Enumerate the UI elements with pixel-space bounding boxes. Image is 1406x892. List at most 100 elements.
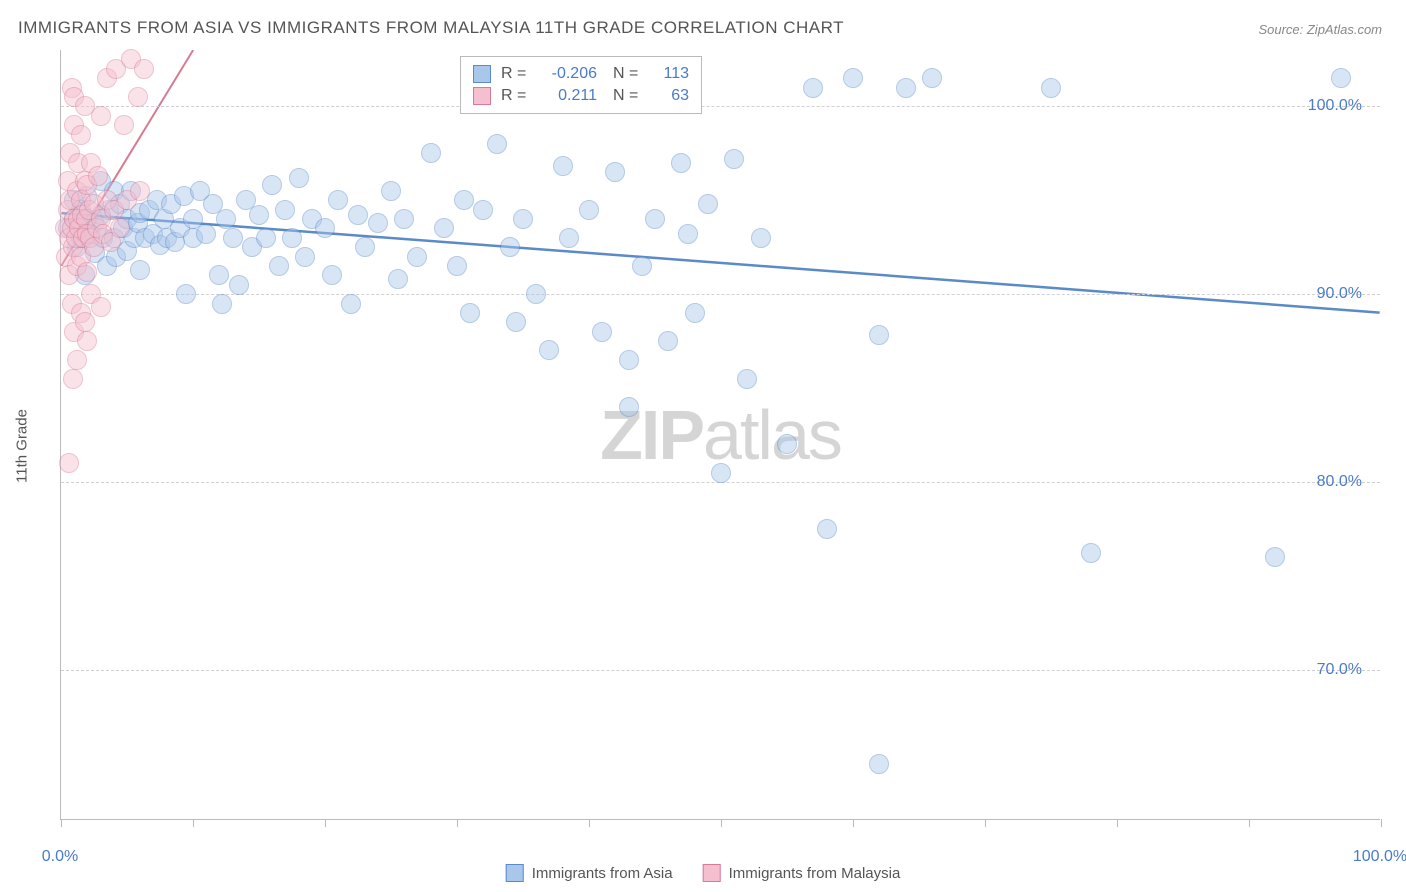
scatter-point [249,205,269,225]
scatter-point [355,237,375,257]
scatter-point [526,284,546,304]
scatter-point [134,59,154,79]
gridline [61,670,1380,671]
scatter-point [896,78,916,98]
scatter-point [632,256,652,276]
plot-area: ZIPatlas 70.0%80.0%90.0%100.0% [60,50,1380,820]
scatter-point [269,256,289,276]
scatter-point [473,200,493,220]
scatter-point [216,209,236,229]
scatter-point [869,754,889,774]
scatter-point [1041,78,1061,98]
legend-swatch [473,87,491,105]
x-tick [193,819,194,827]
scatter-point [513,209,533,229]
scatter-point [196,224,216,244]
scatter-point [262,175,282,195]
scatter-point [67,350,87,370]
scatter-point [75,312,95,332]
scatter-point [843,68,863,88]
scatter-point [922,68,942,88]
scatter-point [869,325,889,345]
legend-row: R =0.211N =63 [473,85,689,107]
r-value: 0.211 [541,87,597,105]
x-tick-label: 100.0% [1353,848,1406,866]
scatter-point [421,143,441,163]
r-label: R = [501,65,531,83]
y-tick-label: 80.0% [1317,473,1362,491]
y-axis-label: 11th Grade [14,409,31,483]
n-value: 113 [653,65,689,83]
chart-title: IMMIGRANTS FROM ASIA VS IMMIGRANTS FROM … [18,18,844,38]
x-tick [457,819,458,827]
scatter-point [282,228,302,248]
scatter-point [322,265,342,285]
scatter-point [817,519,837,539]
scatter-point [71,125,91,145]
scatter-point [592,322,612,342]
series-legend: Immigrants from Asia Immigrants from Mala… [506,864,901,882]
scatter-point [579,200,599,220]
scatter-point [619,350,639,370]
scatter-point [91,106,111,126]
scatter-point [381,181,401,201]
scatter-point [671,153,691,173]
scatter-point [434,218,454,238]
scatter-point [229,275,249,295]
scatter-point [711,463,731,483]
n-label: N = [613,65,643,83]
legend-item: Immigrants from Asia [506,864,673,882]
scatter-point [88,166,108,186]
scatter-point [394,209,414,229]
r-value: -0.206 [541,65,597,83]
scatter-point [454,190,474,210]
trend-lines [61,50,1380,819]
scatter-point [388,269,408,289]
scatter-point [658,331,678,351]
scatter-point [130,181,150,201]
r-label: R = [501,87,531,105]
scatter-point [275,200,295,220]
scatter-point [91,297,111,317]
scatter-point [368,213,388,233]
scatter-point [1265,547,1285,567]
scatter-point [289,168,309,188]
scatter-point [506,312,526,332]
y-tick-label: 90.0% [1317,285,1362,303]
scatter-point [685,303,705,323]
scatter-point [460,303,480,323]
scatter-point [698,194,718,214]
scatter-point [114,115,134,135]
x-tick [1117,819,1118,827]
scatter-point [803,78,823,98]
trend-line [61,213,1379,312]
x-tick [1381,819,1382,827]
scatter-point [447,256,467,276]
x-tick [1249,819,1250,827]
scatter-point [539,340,559,360]
legend-label: Immigrants from Malaysia [729,865,901,882]
gridline [61,294,1380,295]
legend-swatch [703,864,721,882]
x-tick [325,819,326,827]
legend-label: Immigrants from Asia [532,865,673,882]
scatter-point [348,205,368,225]
x-tick [853,819,854,827]
scatter-point [605,162,625,182]
scatter-point [777,434,797,454]
scatter-point [487,134,507,154]
scatter-point [328,190,348,210]
x-tick-label: 0.0% [42,848,78,866]
scatter-point [212,294,232,314]
scatter-point [315,218,335,238]
x-tick [589,819,590,827]
scatter-point [176,284,196,304]
scatter-point [63,369,83,389]
scatter-point [223,228,243,248]
legend-item: Immigrants from Malaysia [703,864,901,882]
y-tick-label: 100.0% [1308,97,1362,115]
scatter-point [209,265,229,285]
scatter-point [295,247,315,267]
scatter-point [737,369,757,389]
scatter-point [1331,68,1351,88]
